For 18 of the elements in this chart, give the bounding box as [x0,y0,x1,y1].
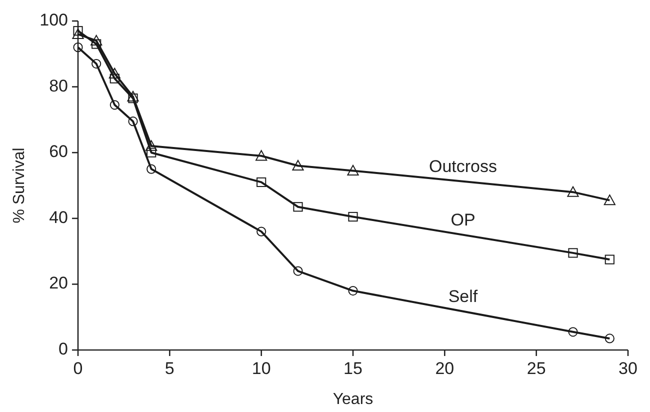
y-tick-label: 0 [58,339,68,358]
y-tick-label: 60 [49,142,68,162]
x-tick-label: 25 [526,359,546,378]
x-tick-label: 0 [73,359,83,378]
series-label: Outcross [428,156,498,176]
x-axis-title: Years [332,391,374,408]
y-tick-label: 100 [40,10,68,30]
x-tick-label: 5 [164,359,174,378]
y-tick-label: 20 [49,274,68,293]
series-label: Self [448,286,478,306]
series-label: OP [450,210,476,230]
x-tick-label: 20 [435,359,454,378]
y-tick-label: 80 [49,76,68,96]
y-axis-title: % Survival [11,148,28,224]
y-tick-label: 40 [49,208,68,227]
x-tick-label: 15 [344,359,362,378]
x-tick-label: 30 [618,359,638,378]
x-tick-label: 10 [252,359,271,378]
